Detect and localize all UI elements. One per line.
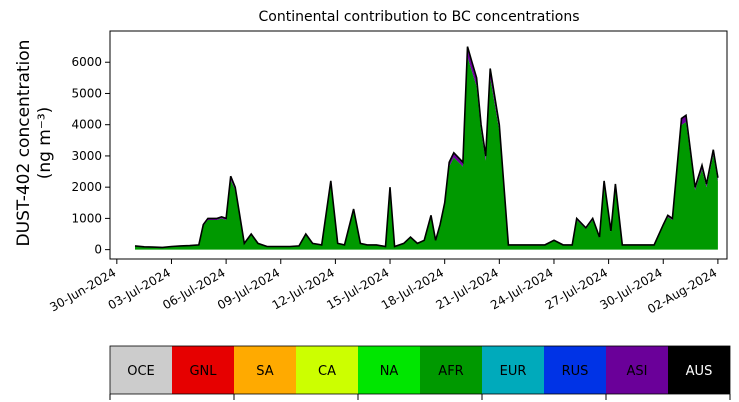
legend-label-afr: AFR — [438, 364, 463, 379]
area-afr — [135, 56, 718, 250]
legend-label-asi: ASI — [627, 364, 648, 379]
legend-label-aus: AUS — [686, 364, 713, 379]
total-outline — [134, 46, 719, 249]
legend-label-eur: EUR — [500, 364, 527, 379]
legend-swatch-ca — [296, 346, 358, 394]
x-axis-ticks: 30-Jun-202403-Jul-202406-Jul-202409-Jul-… — [47, 259, 719, 316]
y-axis-label-line2: (ng m⁻³) — [35, 107, 55, 180]
plot-areas — [134, 46, 719, 250]
y-axis-ticks: 0 1000 2000 3000 4000 5000 6000 — [71, 55, 110, 257]
colorbar-legend: OCE GNL SA CA NA AFR EUR RUS ASI AUS — [109, 345, 731, 400]
legend-swatch-rus — [544, 346, 606, 394]
legend-label-oce: OCE — [127, 364, 155, 379]
y-tick-label: 5000 — [71, 86, 102, 100]
legend-swatch-afr — [420, 346, 482, 394]
y-tick-label: 0 — [94, 243, 102, 257]
legend-swatch-aus — [668, 346, 730, 394]
y-tick-label: 1000 — [71, 211, 102, 225]
legend-swatch-eur — [482, 346, 544, 394]
plot-frame — [109, 30, 728, 260]
legend-swatch-na — [358, 346, 420, 394]
legend-swatch-asi — [606, 346, 668, 394]
legend-swatch-oce — [110, 346, 172, 394]
y-tick-label: 2000 — [71, 180, 102, 194]
legend-label-gnl: GNL — [189, 364, 217, 379]
chart-title: Continental contribution to BC concentra… — [258, 9, 579, 25]
x-tick-label: 30-Jun-2024 — [47, 265, 118, 314]
y-axis-label: DUST-402 concentration (ng m⁻³) — [14, 40, 55, 247]
legend-swatch-gnl — [172, 346, 234, 394]
legend-label-sa: SA — [256, 364, 273, 379]
legend-label-na: NA — [380, 364, 399, 379]
y-tick-label: 6000 — [71, 55, 102, 69]
y-tick-label: 4000 — [71, 118, 102, 132]
legend-label-rus: RUS — [562, 364, 589, 379]
y-tick-label: 3000 — [71, 149, 102, 163]
legend-label-ca: CA — [318, 364, 336, 379]
y-axis-label-line1: DUST-402 concentration — [14, 40, 34, 247]
legend-swatch-sa — [234, 346, 296, 394]
legend-frame — [109, 345, 731, 395]
